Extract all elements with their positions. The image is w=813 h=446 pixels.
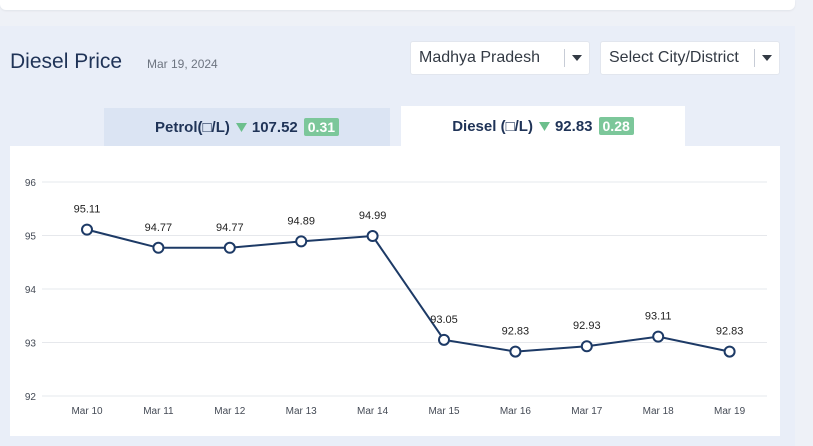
x-tick-label: Mar 18 — [643, 406, 675, 417]
data-label: 94.89 — [287, 215, 315, 227]
y-tick-label: 92 — [25, 392, 37, 403]
y-tick-label: 96 — [25, 178, 37, 189]
data-point — [152, 241, 165, 254]
data-point — [366, 230, 379, 243]
data-label: 94.99 — [359, 210, 387, 222]
data-label: 95.11 — [74, 204, 101, 216]
data-point — [223, 241, 236, 254]
data-label: 92.83 — [502, 326, 530, 338]
x-tick-label: Mar 14 — [357, 406, 389, 417]
data-label: 93.11 — [645, 311, 672, 323]
tab-diesel-label: Diesel (□/L) — [452, 117, 533, 135]
state-dropdown-value: Madhya Pradesh — [419, 49, 540, 66]
top-panel-edge — [0, 0, 795, 10]
y-tick-label: 94 — [25, 285, 37, 296]
data-point — [723, 345, 736, 358]
data-label: 92.83 — [716, 326, 744, 338]
page-title: Diesel Price — [10, 50, 123, 73]
caret-down-icon[interactable] — [755, 55, 779, 61]
y-tick-label: 93 — [25, 339, 37, 350]
x-tick-label: Mar 13 — [286, 406, 318, 417]
data-label: 92.93 — [573, 320, 601, 332]
x-tick-label: Mar 12 — [214, 406, 246, 417]
diesel-price-line-chart: 92 93 94 95 96 Mar 10 Mar 11 Mar 12 Mar 13 Mar 14… — [25, 178, 767, 417]
data-label: 94.77 — [216, 222, 244, 234]
tab-petrol-label: Petrol(□/L) — [154, 118, 230, 136]
tab-petrol[interactable]: Petrol(□/L) 107.52 0.31 — [104, 108, 390, 146]
x-tick-label: Mar 19 — [714, 406, 746, 417]
caret-down-icon[interactable] — [565, 55, 589, 61]
state-dropdown[interactable]: Madhya Pradesh — [410, 41, 590, 75]
x-tick-label: Mar 16 — [500, 406, 532, 417]
city-dropdown[interactable]: Select City/District — [600, 41, 780, 75]
chart-panel: 92 93 94 95 96 Mar 10 Mar 11 Mar 12 Mar 13 Mar 14… — [10, 146, 780, 436]
y-tick-label: 95 — [25, 232, 37, 243]
triangle-down-icon — [235, 119, 247, 136]
x-tick-label: Mar 10 — [71, 406, 103, 417]
data-point — [81, 223, 93, 236]
data-label: 93.05 — [430, 314, 458, 326]
price-date: Mar 19, 2024 — [147, 57, 218, 71]
data-point — [509, 345, 522, 358]
tab-diesel-change-badge: 0.28 — [598, 117, 634, 135]
series-line — [86, 228, 730, 353]
dropdown-separator — [754, 49, 755, 67]
tab-diesel[interactable]: Diesel (□/L) 92.83 0.28 — [401, 106, 685, 146]
x-tick-label: Mar 17 — [571, 406, 603, 417]
triangle-down-icon — [538, 118, 550, 135]
tab-diesel-price: 92.83 — [554, 117, 593, 135]
tab-petrol-change-badge: 0.31 — [303, 118, 340, 136]
dropdown-separator — [564, 49, 565, 67]
x-tick-label: Mar 11 — [143, 406, 174, 417]
data-point — [438, 333, 450, 346]
data-point — [652, 330, 665, 343]
data-point — [580, 340, 593, 353]
data-point — [295, 235, 308, 248]
data-label: 94.77 — [145, 222, 173, 234]
x-tick-label: Mar 15 — [428, 406, 460, 417]
city-dropdown-value: Select City/District — [609, 49, 739, 66]
tab-petrol-price: 107.52 — [251, 118, 298, 136]
